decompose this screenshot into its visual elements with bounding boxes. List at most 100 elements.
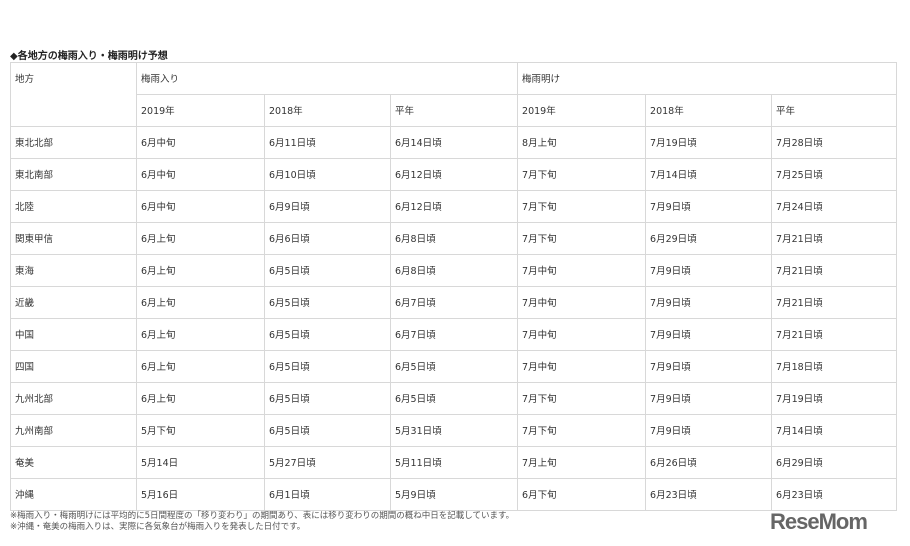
date-cell: 5月31日頃	[389, 414, 519, 447]
date-cell: 7月中旬	[517, 318, 647, 351]
region-cell: 沖縄	[10, 478, 137, 511]
date-cell: 7月9日頃	[645, 350, 773, 383]
date-cell: 7月9日頃	[645, 414, 773, 447]
date-cell: 7月中旬	[517, 254, 647, 287]
region-cell: 関東甲信	[10, 222, 137, 255]
date-cell: 6月8日頃	[389, 254, 519, 287]
table-row: 奄美 5月14日 5月27日頃 5月11日頃 7月上旬 6月26日頃 6月29日頃	[10, 446, 897, 479]
date-cell: 7月9日頃	[645, 190, 773, 223]
date-cell: 6月12日頃	[389, 190, 519, 223]
header-year: 2019年	[136, 94, 265, 127]
date-cell: 7月25日頃	[771, 158, 897, 191]
date-cell: 6月上旬	[136, 254, 265, 287]
date-cell: 6月上旬	[136, 350, 265, 383]
date-cell: 7月14日頃	[771, 414, 897, 447]
date-cell: 6月下旬	[517, 478, 647, 511]
date-cell: 7月21日頃	[771, 254, 897, 287]
header-region: 地方	[10, 62, 137, 127]
header-row: 地方 梅雨入り 梅雨明け	[10, 62, 897, 127]
date-cell: 6月5日頃	[264, 414, 391, 447]
date-cell: 6月7日頃	[389, 286, 519, 319]
header-year: 2018年	[264, 94, 391, 127]
date-cell: 7月下旬	[517, 190, 647, 223]
date-cell: 6月23日頃	[771, 478, 897, 511]
header-entry: 梅雨入り	[135, 62, 519, 95]
table-row: 中国 6月上旬 6月5日頃 6月7日頃 7月中旬 7月9日頃 7月21日頃	[10, 318, 897, 351]
date-cell: 6月8日頃	[389, 222, 519, 255]
date-cell: 6月9日頃	[264, 190, 391, 223]
date-cell: 6月5日頃	[264, 350, 391, 383]
date-cell: 6月10日頃	[264, 158, 391, 191]
date-cell: 7月14日頃	[645, 158, 773, 191]
date-cell: 5月下旬	[136, 414, 265, 447]
date-cell: 7月下旬	[517, 414, 647, 447]
date-cell: 6月上旬	[136, 222, 265, 255]
date-cell: 7月19日頃	[771, 382, 897, 415]
date-cell: 6月中旬	[136, 158, 265, 191]
date-cell: 6月5日頃	[264, 318, 391, 351]
date-cell: 5月14日	[136, 446, 265, 479]
date-cell: 6月14日頃	[389, 126, 519, 159]
date-cell: 6月中旬	[136, 190, 265, 223]
table-row: 東北南部 6月中旬 6月10日頃 6月12日頃 7月下旬 7月14日頃 7月25日頃	[10, 158, 897, 191]
header-year: 2018年	[645, 94, 773, 127]
date-cell: 7月下旬	[517, 158, 647, 191]
region-cell: 中国	[10, 318, 137, 351]
date-cell: 7月中旬	[517, 286, 647, 319]
table-row: 沖縄 5月16日 6月1日頃 5月9日頃 6月下旬 6月23日頃 6月23日頃	[10, 478, 897, 511]
date-cell: 7月9日頃	[645, 254, 773, 287]
date-cell: 6月上旬	[136, 318, 265, 351]
table-row: 近畿 6月上旬 6月5日頃 6月7日頃 7月中旬 7月9日頃 7月21日頃	[10, 286, 897, 319]
date-cell: 7月下旬	[517, 222, 647, 255]
table-row: 四国 6月上旬 6月5日頃 6月5日頃 7月中旬 7月9日頃 7月18日頃	[10, 350, 897, 383]
footnote: ※梅雨入り・梅雨明けには平均的に5日間程度の「移り変わり」の期間あり、表には移り…	[10, 511, 515, 521]
date-cell: 7月中旬	[517, 350, 647, 383]
rainy-season-table: 地方 梅雨入り 梅雨明け 2019年 2018年 平年 2019年 2018年 …	[10, 62, 897, 511]
date-cell: 6月12日頃	[389, 158, 519, 191]
date-cell: 6月5日頃	[264, 254, 391, 287]
region-cell: 近畿	[10, 286, 137, 319]
date-cell: 6月上旬	[136, 382, 265, 415]
date-cell: 7月上旬	[517, 446, 647, 479]
date-cell: 7月21日頃	[771, 318, 897, 351]
date-cell: 7月18日頃	[771, 350, 897, 383]
table-row: 東海 6月上旬 6月5日頃 6月8日頃 7月中旬 7月9日頃 7月21日頃	[10, 254, 897, 287]
region-cell: 四国	[10, 350, 137, 383]
date-cell: 7月28日頃	[771, 126, 897, 159]
date-cell: 6月5日頃	[264, 382, 391, 415]
date-cell: 7月9日頃	[645, 318, 773, 351]
date-cell: 6月29日頃	[645, 222, 773, 255]
region-cell: 東海	[10, 254, 137, 287]
table-row: 東北北部 6月中旬 6月11日頃 6月14日頃 8月上旬 7月19日頃 7月28日頃	[10, 126, 897, 159]
date-cell: 6月6日頃	[264, 222, 391, 255]
date-cell: 6月5日頃	[389, 382, 519, 415]
date-cell: 5月11日頃	[389, 446, 519, 479]
date-cell: 5月16日	[136, 478, 265, 511]
header-year: 2019年	[517, 94, 647, 127]
date-cell: 7月21日頃	[771, 222, 897, 255]
region-cell: 北陸	[10, 190, 137, 223]
date-cell: 6月中旬	[136, 126, 265, 159]
date-cell: 6月5日頃	[389, 350, 519, 383]
footnote: ※沖縄・奄美の梅雨入りは、実際に各気象台が梅雨入りを発表した日付です。	[10, 522, 306, 532]
date-cell: 7月9日頃	[645, 382, 773, 415]
date-cell: 7月24日頃	[771, 190, 897, 223]
table-row: 九州南部 5月下旬 6月5日頃 5月31日頃 7月下旬 7月9日頃 7月14日頃	[10, 414, 897, 447]
date-cell: 6月29日頃	[771, 446, 897, 479]
date-cell: 6月7日頃	[389, 318, 519, 351]
header-year: 平年	[389, 94, 519, 127]
date-cell: 6月5日頃	[264, 286, 391, 319]
date-cell: 6月上旬	[136, 286, 265, 319]
table-title: ◆各地方の梅雨入り・梅雨明け予想	[10, 51, 168, 62]
resemom-logo: ReseMom	[770, 509, 868, 534]
date-cell: 6月11日頃	[264, 126, 391, 159]
date-cell: 6月23日頃	[645, 478, 773, 511]
date-cell: 6月1日頃	[264, 478, 391, 511]
footnotes: ※梅雨入り・梅雨明けには平均的に5日間程度の「移り変わり」の期間あり、表には移り…	[10, 511, 514, 533]
region-cell: 東北南部	[10, 158, 137, 191]
header-year: 平年	[771, 94, 897, 127]
date-cell: 5月27日頃	[264, 446, 391, 479]
region-cell: 奄美	[10, 446, 137, 479]
date-cell: 7月21日頃	[771, 286, 897, 319]
date-cell: 8月上旬	[517, 126, 647, 159]
